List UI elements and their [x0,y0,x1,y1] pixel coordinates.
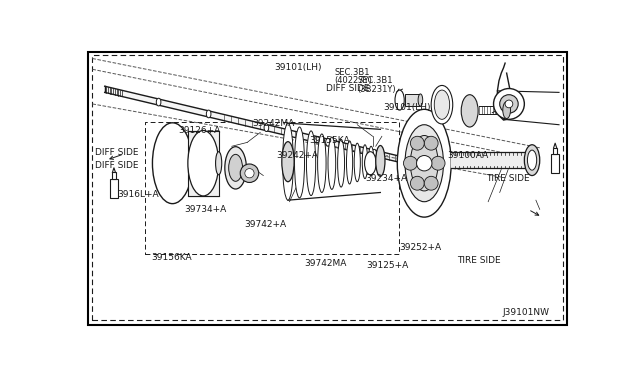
Ellipse shape [524,145,540,176]
Circle shape [240,164,259,183]
Bar [111,173,116,179]
Ellipse shape [397,109,451,217]
Text: DIFF SIDE: DIFF SIDE [95,161,139,170]
Text: 39155KA: 39155KA [310,136,350,145]
Text: SEC.3B1: SEC.3B1 [357,76,393,84]
Ellipse shape [317,134,326,192]
Circle shape [500,95,518,113]
Ellipse shape [362,145,367,179]
Circle shape [245,169,254,178]
Ellipse shape [294,127,305,198]
Circle shape [410,176,424,190]
Ellipse shape [431,86,452,124]
Text: (40227Y): (40227Y) [334,76,372,84]
Circle shape [505,100,513,108]
Polygon shape [105,86,403,163]
Ellipse shape [405,125,444,202]
Ellipse shape [365,152,376,175]
Ellipse shape [346,141,353,184]
Text: 39252+A: 39252+A [399,243,442,253]
Text: 39234+A: 39234+A [365,174,407,183]
Circle shape [431,156,445,170]
Circle shape [493,89,524,119]
Ellipse shape [283,123,293,200]
Ellipse shape [216,152,221,175]
Ellipse shape [338,140,344,187]
Ellipse shape [264,124,269,131]
Ellipse shape [395,90,404,110]
Text: 39125+A: 39125+A [367,261,409,270]
Text: DIFF SIDE: DIFF SIDE [326,84,369,93]
Ellipse shape [282,142,294,182]
Ellipse shape [376,145,385,176]
Ellipse shape [152,123,193,203]
Polygon shape [451,153,524,168]
Text: TIRE SIDE: TIRE SIDE [458,256,501,265]
Ellipse shape [354,143,360,182]
Ellipse shape [372,149,376,157]
Bar [110,179,118,198]
Ellipse shape [326,138,330,146]
Text: 39100AA: 39100AA [447,151,488,160]
Text: SEC.3B1: SEC.3B1 [334,68,370,77]
Ellipse shape [156,98,161,106]
Ellipse shape [307,131,316,196]
Text: 39742+A: 39742+A [244,220,286,229]
Text: 39156KA: 39156KA [151,253,191,262]
Circle shape [424,136,438,150]
Circle shape [424,176,438,190]
Ellipse shape [369,146,374,176]
Text: J39101NW: J39101NW [502,308,549,317]
Bar [551,154,559,173]
Circle shape [410,136,424,150]
Ellipse shape [228,154,243,181]
Text: 39126+A: 39126+A [179,126,221,135]
Ellipse shape [418,94,422,106]
Text: 39101(LH): 39101(LH) [383,103,431,112]
Text: TIRE SIDE: TIRE SIDE [486,174,529,183]
Ellipse shape [206,110,211,118]
Ellipse shape [410,135,438,191]
Ellipse shape [503,102,511,119]
Text: 39734+A: 39734+A [185,205,227,214]
Ellipse shape [188,131,219,196]
Ellipse shape [225,147,246,189]
Text: 39101(LH): 39101(LH) [274,63,322,72]
Bar [405,94,420,106]
FancyBboxPatch shape [188,131,219,196]
Ellipse shape [435,90,450,119]
Text: DIFF SIDE: DIFF SIDE [95,148,139,157]
Bar [553,148,557,154]
Ellipse shape [328,137,336,189]
Circle shape [403,156,417,170]
Text: 39242+A: 39242+A [276,151,319,160]
Text: 39242MA: 39242MA [253,119,295,128]
Text: (3B231Y): (3B231Y) [357,85,396,94]
Ellipse shape [527,150,537,170]
Text: 3916L+A: 3916L+A [117,189,159,199]
Circle shape [417,155,432,171]
Ellipse shape [461,95,478,127]
Text: 39742MA: 39742MA [304,259,346,268]
